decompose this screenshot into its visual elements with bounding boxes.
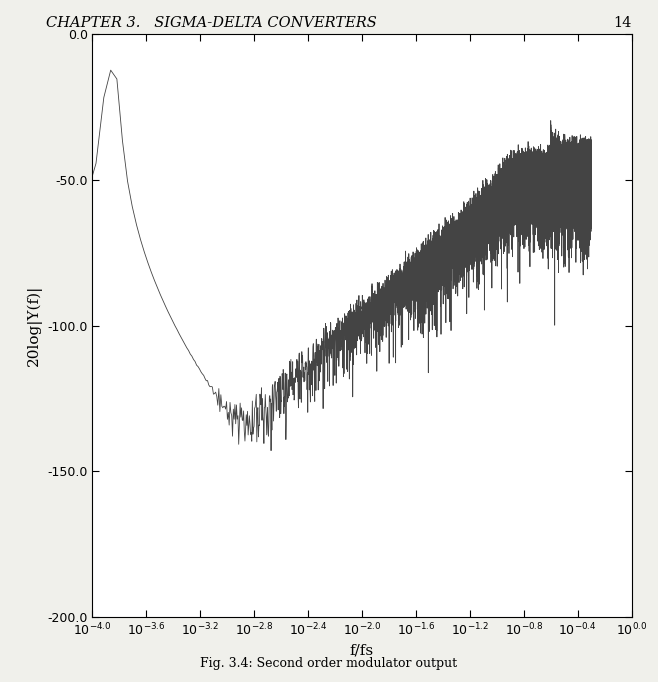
- X-axis label: f/fs: f/fs: [350, 644, 374, 657]
- Text: CHAPTER 3.   SIGMA-DELTA CONVERTERS: CHAPTER 3. SIGMA-DELTA CONVERTERS: [46, 16, 377, 31]
- Text: Fig. 3.4: Second order modulator output: Fig. 3.4: Second order modulator output: [201, 657, 457, 670]
- Text: 14: 14: [613, 16, 632, 31]
- Y-axis label: 20log|Y(f)|: 20log|Y(f)|: [26, 285, 42, 366]
